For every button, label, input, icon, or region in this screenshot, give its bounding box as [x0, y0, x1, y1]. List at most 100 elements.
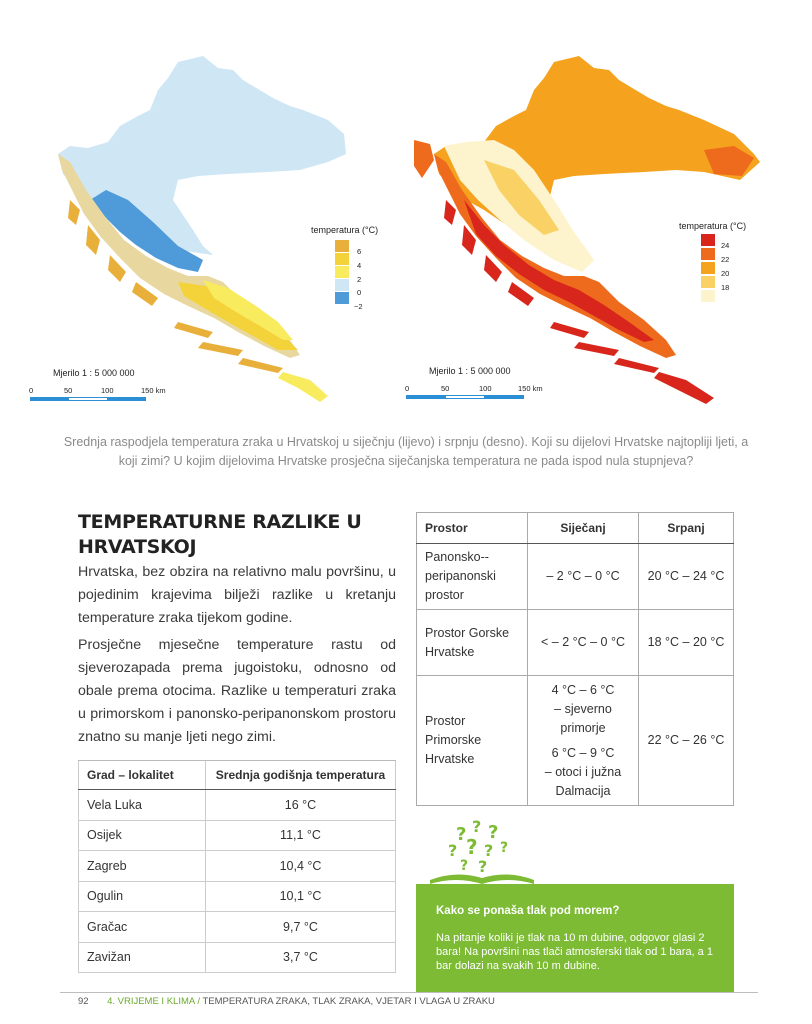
- legend-swatch: [335, 240, 349, 252]
- legend-swatch: [701, 276, 715, 288]
- table-row: Ogulin 10,1 °C: [78, 881, 396, 912]
- cities-temperature-table: Grad – lokalitet Srednja godišnja temper…: [78, 760, 396, 973]
- book-question-icon: ? ? ? ? ? ? ? ? ?: [430, 817, 534, 884]
- chapter-title: 4. VRIJEME I KLIMA: [107, 996, 195, 1007]
- svg-text:?: ?: [472, 817, 481, 836]
- city-name: Gračac: [78, 911, 206, 943]
- city-name: Ogulin: [78, 881, 206, 912]
- table-header: Siječanj: [527, 512, 639, 544]
- footer-divider: [60, 992, 758, 993]
- table-header: Grad – lokalitet: [78, 760, 206, 790]
- left-legend-item: [335, 253, 357, 265]
- info-box-title: Kako se ponaša tlak pod morem?: [436, 905, 620, 917]
- january-south-value: 6 °C – 9 °C: [551, 745, 615, 760]
- left-scale-tick: 100: [101, 386, 114, 395]
- legend-swatch: [701, 262, 715, 274]
- city-name: Osijek: [78, 820, 206, 851]
- left-scale-label: Mjerilo 1 : 5 000 000: [53, 368, 135, 378]
- left-legend-label: −2: [354, 302, 363, 311]
- right-legend-item: [701, 290, 723, 302]
- region-july: 18 °C – 20 °C: [638, 609, 734, 676]
- january-south-desc: – otoci i južna Dalmacija: [544, 764, 622, 798]
- right-legend-label: 18: [721, 283, 730, 292]
- table-header: Srpanj: [638, 512, 734, 544]
- left-scale-tick: 50: [64, 386, 73, 395]
- legend-swatch: [335, 279, 349, 291]
- info-box: Kako se ponaša tlak pod morem? Na pitanj…: [416, 884, 734, 992]
- svg-text:?: ?: [466, 835, 478, 859]
- july-temperature-map: [414, 56, 760, 404]
- map-caption: Srednja raspodjela temperatura zraka u H…: [63, 435, 749, 468]
- svg-text:?: ?: [484, 841, 493, 860]
- right-scale-tick: 50: [441, 384, 450, 393]
- right-scale-tick: 100: [479, 384, 492, 393]
- left-legend-item: [335, 279, 357, 291]
- left-legend-label: 2: [357, 275, 362, 284]
- svg-text:?: ?: [500, 840, 508, 856]
- svg-text:?: ?: [478, 857, 487, 876]
- region-name: Prostor Primorske Hrvatske: [416, 675, 528, 806]
- right-legend-label: 20: [721, 269, 730, 278]
- right-scale-bar: [406, 395, 525, 399]
- legend-swatch: [701, 234, 715, 246]
- left-legend-title: temperatura (°C): [311, 225, 379, 235]
- table-row: Vela Luka 16 °C: [78, 789, 396, 821]
- right-scale-tick: 150 km: [518, 384, 543, 393]
- january-north-desc: – sjeverno primorje: [554, 701, 612, 735]
- info-box-text: Na pitanje koliki je tlak na 10 m dubine…: [436, 932, 713, 972]
- footer-separator: /: [197, 996, 200, 1007]
- region-name: Prostor Gorske Hrvatske: [416, 609, 528, 676]
- svg-text:?: ?: [460, 858, 468, 874]
- page-number: 92: [78, 996, 89, 1007]
- table-row: Gračac 9,7 °C: [78, 911, 396, 943]
- january-temperature-map: [58, 56, 346, 402]
- table-row: Zagreb 10,4 °C: [78, 850, 396, 882]
- svg-text:?: ?: [488, 822, 498, 843]
- svg-text:?: ?: [448, 841, 457, 860]
- region-january: 4 °C – 6 °C – sjeverno primorje 6 °C – 9…: [527, 675, 639, 806]
- region-name: Panonsko--peripanonski prostor: [416, 543, 528, 610]
- legend-swatch: [335, 266, 349, 278]
- right-legend-item: [701, 234, 723, 246]
- legend-swatch: [335, 292, 349, 304]
- left-scale-tick: 0: [29, 386, 34, 395]
- region-january: – 2 °C – 0 °C: [527, 543, 639, 610]
- table-row: Osijek 11,1 °C: [78, 820, 396, 851]
- left-legend-label: 0: [357, 288, 362, 297]
- city-name: Vela Luka: [78, 789, 206, 821]
- right-legend-label: 24: [721, 241, 730, 250]
- city-temperature: 16 °C: [205, 789, 396, 821]
- legend-swatch: [701, 248, 715, 260]
- region-july: 20 °C – 24 °C: [638, 543, 734, 610]
- right-scale-label: Mjerilo 1 : 5 000 000: [429, 366, 511, 376]
- left-legend-label: 6: [357, 247, 362, 256]
- city-temperature: 9,7 °C: [205, 911, 396, 943]
- city-temperature: 10,1 °C: [205, 881, 396, 912]
- legend-swatch: [701, 290, 715, 302]
- svg-text:?: ?: [456, 824, 466, 845]
- paragraph-2: Prosječne mjesečne temperature rastu od …: [78, 637, 396, 745]
- city-temperature: 10,4 °C: [205, 850, 396, 882]
- region-january: < – 2 °C – 0 °C: [527, 609, 639, 676]
- january-north-value: 4 °C – 6 °C: [551, 682, 615, 697]
- left-legend-item: [335, 292, 357, 304]
- left-scale-tick: 150 km: [141, 386, 166, 395]
- city-temperature: 3,7 °C: [205, 942, 396, 973]
- left-legend-item: [335, 240, 357, 252]
- city-temperature: 11,1 °C: [205, 820, 396, 851]
- paragraph-1: Hrvatska, bez obzira na relativno malu p…: [78, 564, 396, 626]
- left-legend-item: [335, 266, 357, 278]
- legend-swatch: [335, 253, 349, 265]
- table-row: Panonsko--peripanonski prostor – 2 °C – …: [416, 543, 734, 610]
- table-header: Srednja godišnja temperatura: [205, 760, 396, 790]
- topic-title: TEMPERATURA ZRAKA, TLAK ZRAKA, VJETAR I …: [202, 996, 495, 1007]
- city-name: Zavižan: [78, 942, 206, 973]
- table-row: Prostor Gorske Hrvatske < – 2 °C – 0 °C …: [416, 609, 734, 676]
- right-legend-item: [701, 248, 723, 260]
- table-row: Prostor Primorske Hrvatske 4 °C – 6 °C –…: [416, 675, 734, 806]
- right-scale-tick: 0: [405, 384, 410, 393]
- section-heading: TEMPERATURNE RAZLIKE U HRVATSKOJ: [78, 511, 362, 558]
- table-header: Prostor: [416, 512, 528, 544]
- region-july: 22 °C – 26 °C: [638, 675, 734, 806]
- regions-temperature-table: Prostor Siječanj Srpanj Panonsko--peripa…: [416, 512, 734, 806]
